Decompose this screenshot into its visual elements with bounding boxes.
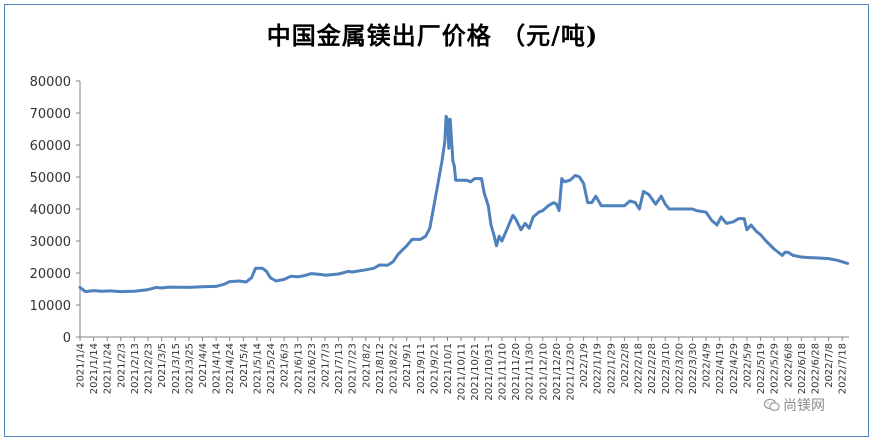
x-tick-label: 2022/2/18 <box>634 343 645 394</box>
y-tick-label: 80000 <box>30 75 71 90</box>
x-tick-label: 2021/1/24 <box>103 343 114 394</box>
y-tick-label: 0 <box>63 331 71 346</box>
x-tick-label: 2021/6/13 <box>293 343 304 394</box>
x-tick-label: 2021/8/22 <box>389 343 400 394</box>
x-tick-label: 2021/11/20 <box>511 343 522 401</box>
x-tick-label: 2021/3/15 <box>171 343 182 394</box>
x-tick-label: 2022/3/20 <box>674 343 685 394</box>
x-tick-label: 2021/4/24 <box>225 343 236 394</box>
x-tick-label: 2022/7/18 <box>838 343 849 394</box>
wechat-icon <box>764 398 780 412</box>
watermark-text: 尚镁网 <box>783 398 825 414</box>
watermark: 尚镁网 <box>764 395 825 415</box>
x-tick-label: 2021/10/1 <box>443 343 454 394</box>
x-tick-label: 2021/7/13 <box>334 343 345 394</box>
x-tick-label: 2022/4/9 <box>702 343 713 388</box>
x-tick-label: 2022/6/28 <box>810 343 821 394</box>
x-tick-label: 2021/5/14 <box>252 343 263 394</box>
x-tick-label: 2021/12/10 <box>538 343 549 401</box>
x-tick-label: 2021/8/12 <box>375 343 386 394</box>
x-tick-label: 2021/4/4 <box>198 343 209 388</box>
x-tick-label: 2021/1/4 <box>76 343 87 388</box>
x-tick-label: 2021/5/4 <box>239 343 250 388</box>
x-tick-label: 2021/7/3 <box>320 343 331 388</box>
x-tick-label: 2022/1/9 <box>579 343 590 388</box>
series-layer <box>78 114 850 294</box>
x-tick-label: 2022/2/28 <box>647 343 658 394</box>
x-tick-label: 2022/4/29 <box>729 343 740 394</box>
x-tick-label: 2021/11/30 <box>525 343 536 401</box>
x-tick-label: 2021/1/14 <box>89 343 100 394</box>
x-tick-label: 2022/1/29 <box>606 343 617 394</box>
x-tick-label: 2022/6/8 <box>783 343 794 388</box>
x-axis-ticks: 2021/1/4 2021/1/14 2021/1/24 2021/2/3 2021/2… <box>76 337 849 401</box>
x-tick-label: 2022/1/19 <box>593 343 604 394</box>
y-tick-label: 30000 <box>30 235 71 250</box>
x-tick-label: 2021/2/3 <box>116 343 127 388</box>
x-tick-label: 2021/9/1 <box>402 343 413 388</box>
x-tick-label: 2021/6/3 <box>280 343 291 388</box>
x-tick-label: 2021/10/21 <box>470 343 481 401</box>
x-tick-label: 2022/3/10 <box>661 343 672 394</box>
x-tick-label: 2021/3/25 <box>184 343 195 394</box>
x-tick-label: 2021/9/21 <box>429 343 440 394</box>
x-tick-label: 2022/7/8 <box>824 343 835 388</box>
x-tick-label: 2021/2/23 <box>144 343 155 394</box>
x-tick-label: 2021/8/2 <box>361 343 372 388</box>
series-line <box>78 114 850 294</box>
x-tick-label: 2021/12/30 <box>565 343 576 401</box>
x-tick-label: 2022/5/19 <box>756 343 767 394</box>
chart-title: 中国金属镁出厂价格 （元/吨) <box>266 21 599 50</box>
y-tick-label: 10000 <box>30 299 71 314</box>
x-tick-label: 2022/2/8 <box>620 343 631 388</box>
chart-axes <box>79 81 849 338</box>
x-tick-label: 2022/3/30 <box>688 343 699 394</box>
x-tick-label: 2021/5/24 <box>266 343 277 394</box>
x-tick-label: 2021/10/11 <box>457 343 468 401</box>
y-tick-label: 60000 <box>30 139 71 154</box>
x-tick-label: 2021/2/13 <box>130 343 141 394</box>
y-tick-label: 20000 <box>30 267 71 282</box>
x-tick-label: 2021/4/14 <box>212 343 223 394</box>
x-tick-label: 2022/6/18 <box>797 343 808 394</box>
x-tick-label: 2021/6/23 <box>307 343 318 394</box>
x-tick-label: 2021/10/31 <box>484 343 495 401</box>
x-tick-label: 2022/5/9 <box>742 343 753 388</box>
x-tick-label: 2022/5/29 <box>770 343 781 394</box>
y-tick-label: 70000 <box>30 107 71 122</box>
y-tick-label: 50000 <box>30 171 71 186</box>
y-axis-ticks: 0 10000 20000 30000 40000 50000 60000 70000 8000… <box>30 75 80 346</box>
y-tick-label: 40000 <box>30 203 71 218</box>
x-tick-label: 2021/12/20 <box>552 343 563 401</box>
x-tick-label: 2021/9/11 <box>416 343 427 394</box>
x-tick-label: 2021/7/23 <box>348 343 359 394</box>
x-tick-label: 2021/11/10 <box>497 343 508 401</box>
x-tick-label: 2022/4/19 <box>715 343 726 394</box>
x-tick-label: 2021/3/5 <box>157 343 168 388</box>
